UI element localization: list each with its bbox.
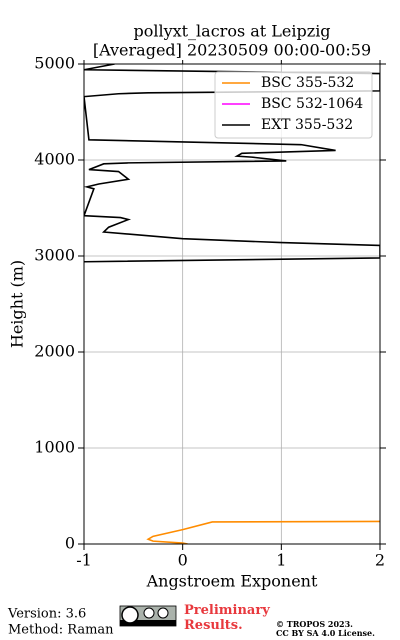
y-tick-label: 4000: [34, 150, 75, 169]
y-tick-label: 3000: [34, 246, 75, 265]
y-axis-label: Height (m): [8, 260, 27, 348]
x-tick-label: 1: [276, 551, 286, 570]
cc-logo: [119, 605, 177, 627]
legend: BSC 355-532 BSC 532-1064 EXT 355-532: [214, 71, 373, 139]
legend-label: EXT 355-532: [261, 117, 353, 133]
profile-line: [146, 520, 380, 544]
legend-label: BSC 532-1064: [261, 96, 363, 112]
legend-label: BSC 355-532: [261, 75, 354, 91]
copyright: © TROPOS 2023.: [276, 619, 353, 629]
y-tick-label: 5000: [34, 54, 75, 73]
profile-line: [84, 64, 380, 263]
x-tick-label: 0: [178, 551, 188, 570]
license: CC BY SA 4.0 License.: [276, 628, 375, 638]
x-tick-label: -1: [76, 551, 92, 570]
y-tick-label: 2000: [34, 342, 75, 361]
x-axis-label: Angstroem Exponent: [146, 572, 318, 591]
legend-box: [214, 71, 373, 139]
y-tick-label: 1000: [34, 438, 75, 457]
y-tick-label: 0: [65, 534, 75, 553]
preliminary-note: Preliminary Results.: [184, 603, 270, 633]
plot-frame: [83, 63, 381, 545]
chart-title: pollyxt_lacros at Leipzig: [133, 22, 330, 41]
x-tick-label: 2: [375, 551, 385, 570]
method: Method: Raman: [8, 623, 114, 638]
version: Version: 3.6: [7, 607, 86, 622]
chart-subtitle: [Averaged] 20230509 00:00-00:59: [93, 41, 371, 60]
